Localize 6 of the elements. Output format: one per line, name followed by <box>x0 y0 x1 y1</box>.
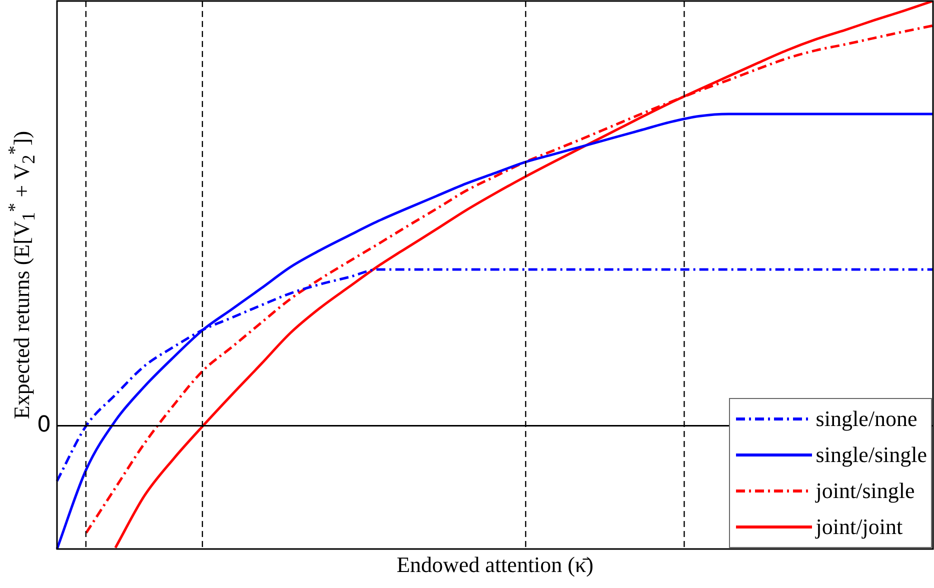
text: 0 <box>37 412 51 438</box>
legend-label: single/none <box>816 406 918 432</box>
x-axis-title: Endowed attention (κ̄) <box>396 552 594 578</box>
legend-label: joint/single <box>816 478 915 504</box>
legend-label: single/single <box>816 442 927 468</box>
legend-label: joint/joint <box>816 514 903 540</box>
